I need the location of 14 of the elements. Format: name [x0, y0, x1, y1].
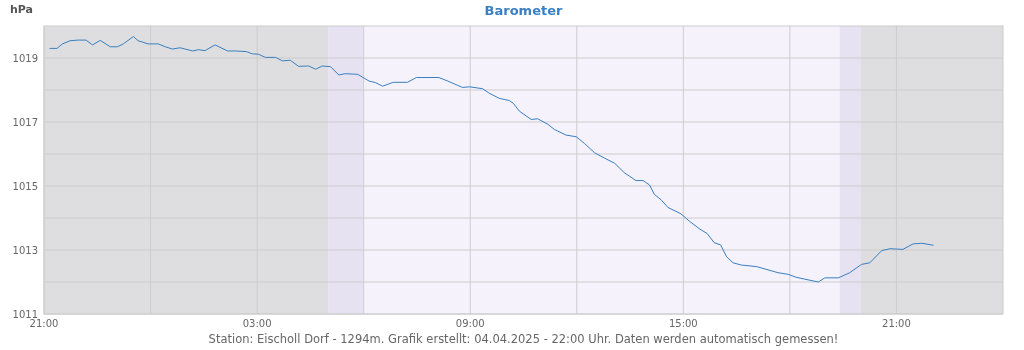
y-axis-title: hPa [10, 3, 34, 16]
x-tick-label: 21:00 [29, 318, 59, 329]
x-tick-label: 15:00 [668, 318, 698, 329]
text: Station: Eischoll Dorf - 1294m. Grafik erstellt: 04.04.2025 - 22:00 Uhr. Daten werden automatisch gemessen! [208, 332, 839, 346]
y-tick-label: 1015 [12, 180, 38, 192]
x-tick-label: 21:00 [882, 318, 911, 329]
chart-title: Barometer [484, 3, 563, 18]
y-tick-label: 1017 [12, 116, 38, 128]
y-tick-label: 1011 [12, 308, 38, 320]
y-tick-label: 1019 [12, 52, 38, 64]
y-tick-label: 1013 [12, 244, 38, 256]
x-tick-label: 03:00 [242, 318, 272, 329]
line-series [49, 36, 934, 283]
x-tick-label: 09:00 [455, 318, 485, 329]
